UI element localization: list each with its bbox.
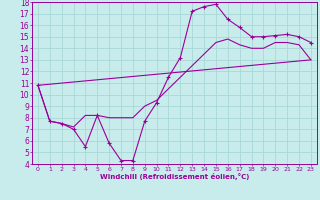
X-axis label: Windchill (Refroidissement éolien,°C): Windchill (Refroidissement éolien,°C) [100,173,249,180]
